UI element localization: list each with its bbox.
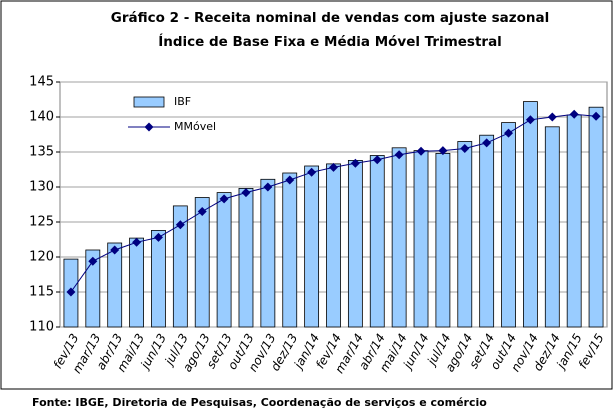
marker: [547, 112, 557, 122]
legend-label: IBF: [174, 95, 191, 108]
source-note: Fonte: IBGE, Diretoria de Pesquisas, Coo…: [32, 396, 487, 409]
marker: [88, 256, 98, 266]
bar: [85, 249, 101, 328]
legend-swatch: [133, 96, 165, 108]
marker: [372, 155, 382, 165]
marker: [394, 150, 404, 160]
bar: [260, 178, 276, 328]
bar: [282, 172, 298, 328]
marker: [569, 109, 579, 119]
bar: [326, 163, 341, 328]
marker: [197, 207, 207, 216]
bar: [151, 229, 166, 328]
marker: [504, 128, 514, 138]
marker: [438, 146, 448, 156]
bar: [107, 242, 123, 328]
bar: [304, 165, 320, 328]
marker: [175, 220, 185, 230]
marker: [263, 182, 273, 192]
y-tick-label: 115: [29, 285, 54, 300]
y-tick-label: 135: [29, 145, 54, 160]
marker: [285, 175, 295, 185]
marker: [132, 237, 142, 247]
marker: [416, 146, 426, 156]
marker: [307, 167, 317, 177]
bar: [457, 141, 473, 328]
bar: [501, 122, 516, 328]
y-tick-label: 125: [29, 215, 54, 230]
bar: [523, 101, 538, 328]
bar: [544, 126, 560, 328]
bar: [347, 159, 363, 328]
bar: [588, 106, 604, 328]
marker: [591, 111, 601, 121]
y-tick-label: 145: [29, 75, 54, 90]
legend-label: MMóvel: [174, 120, 216, 133]
marker: [153, 232, 163, 242]
chart-subtitle: Índice de Base Fixa e Média Móvel Trimes…: [158, 33, 502, 50]
legend-marker: [144, 122, 154, 132]
marker: [241, 188, 251, 198]
bar: [566, 114, 582, 328]
y-tick-label: 140: [29, 110, 54, 125]
marker: [460, 144, 470, 153]
bar: [216, 192, 232, 328]
bar: [238, 187, 254, 328]
y-tick-label: 120: [29, 250, 54, 265]
marker: [350, 158, 360, 168]
bar: [129, 237, 144, 328]
marker: [329, 162, 338, 172]
y-tick-label: 110: [29, 320, 54, 335]
bar: [194, 197, 210, 328]
chart-title: Gráfico 2 - Receita nominal de vendas co…: [111, 10, 549, 26]
marker: [525, 115, 535, 125]
bar: [391, 147, 407, 328]
marker: [219, 194, 229, 204]
marker: [110, 245, 120, 255]
bar: [479, 134, 495, 328]
bar: [435, 152, 451, 328]
marker: [482, 138, 492, 148]
bar: [369, 155, 385, 328]
bar: [172, 205, 188, 328]
y-tick-label: 130: [29, 180, 54, 195]
bar: [413, 150, 429, 328]
marker: [66, 287, 76, 297]
